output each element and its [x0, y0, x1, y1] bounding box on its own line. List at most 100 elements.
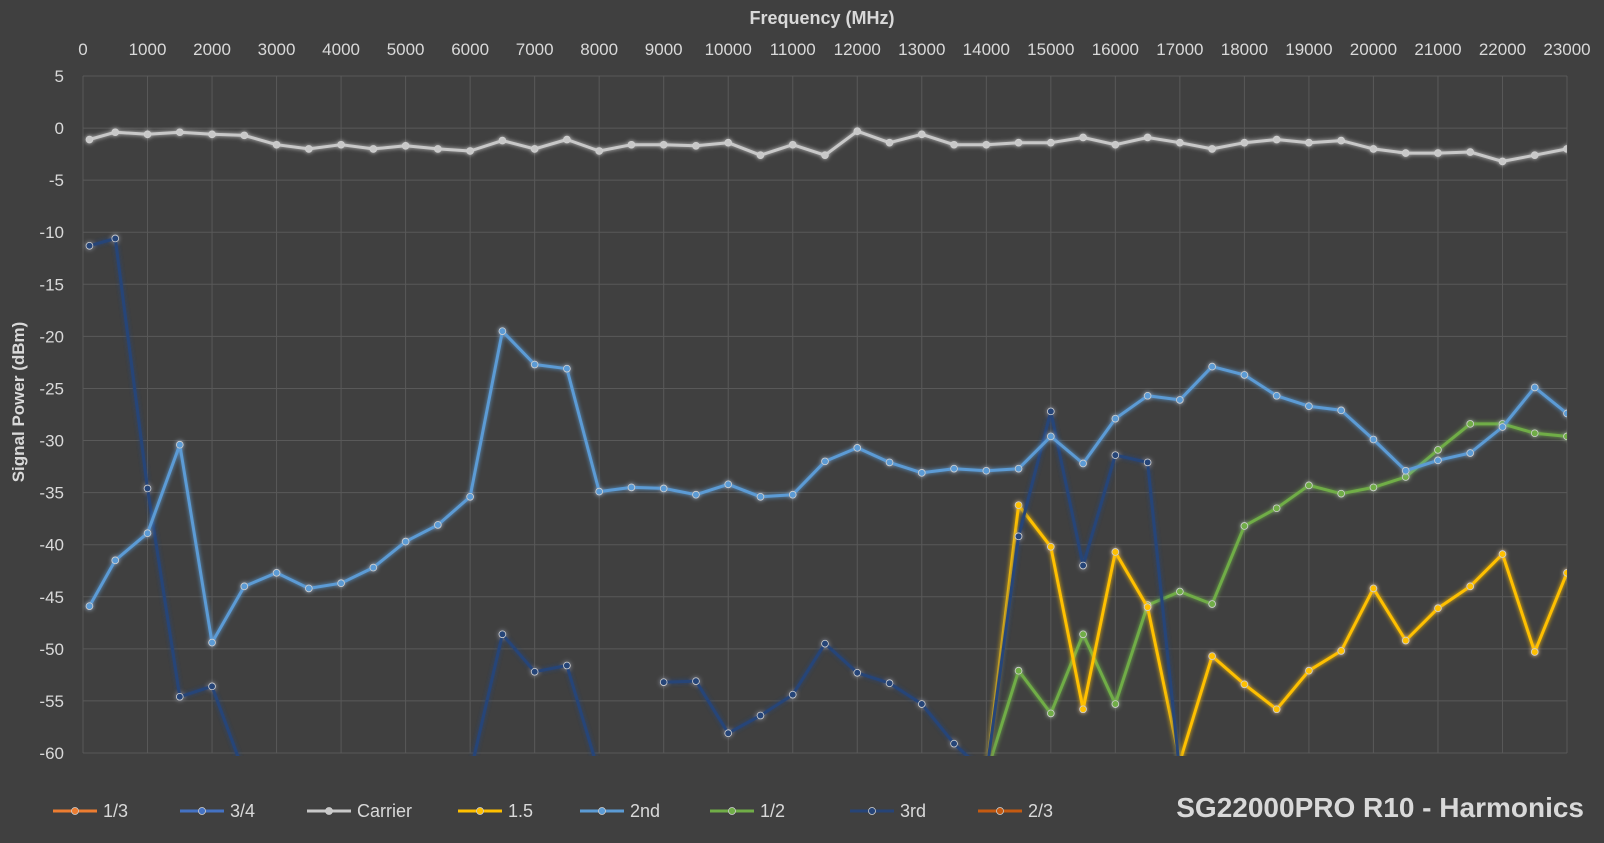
data-point	[1369, 584, 1378, 593]
data-point	[1434, 604, 1442, 613]
data-point	[1047, 709, 1055, 718]
legend-swatch-marker	[598, 807, 606, 815]
data-point	[272, 569, 281, 577]
x-tick-label: 13000	[898, 40, 945, 59]
data-point	[1305, 666, 1313, 675]
data-point	[853, 669, 862, 677]
data-point	[1369, 435, 1378, 444]
legend-item: Carrier	[307, 801, 412, 821]
data-point	[1014, 666, 1023, 675]
data-point	[1434, 446, 1442, 454]
data-point	[1530, 429, 1539, 438]
x-axis-tick-labels: 0 1000 2000 3000 4000 5000 6000 7000 8000 9000 100…	[78, 40, 1590, 59]
data-point	[1272, 391, 1281, 400]
data-point	[466, 492, 474, 501]
data-point	[1047, 407, 1055, 416]
data-point	[692, 141, 700, 150]
x-tick-label: 14000	[963, 40, 1010, 59]
data-point	[1208, 145, 1216, 153]
x-tick-label: 10000	[705, 40, 752, 59]
data-point	[1305, 402, 1313, 410]
data-point	[950, 464, 958, 473]
series-layer	[85, 127, 1567, 756]
data-point	[1111, 700, 1120, 708]
x-tick-label: 5000	[387, 40, 425, 59]
legend-label: 1/2	[760, 801, 785, 821]
data-point	[563, 364, 571, 373]
data-point	[434, 521, 442, 529]
data-point	[659, 140, 668, 149]
x-tick-label: 9000	[645, 40, 683, 59]
legend-swatch-marker	[868, 807, 876, 815]
data-point	[756, 711, 765, 720]
data-point	[917, 130, 926, 139]
legend-label: 2nd	[630, 801, 660, 821]
data-point	[788, 490, 797, 499]
data-point	[1208, 652, 1216, 660]
data-point	[1079, 561, 1087, 570]
legend-item: 1/3	[53, 801, 128, 821]
legend-swatch-marker	[476, 807, 484, 815]
data-point	[1401, 473, 1410, 481]
y-tick-label: -35	[39, 484, 64, 503]
x-tick-label: 8000	[580, 40, 618, 59]
data-point	[627, 140, 636, 149]
x-tick-label: 21000	[1414, 40, 1461, 59]
legend-swatch-marker	[728, 807, 736, 815]
data-point	[595, 487, 603, 496]
data-point	[1111, 548, 1120, 556]
y-tick-label: -60	[39, 744, 64, 763]
x-tick-label: 3000	[258, 40, 296, 59]
data-point	[1111, 140, 1120, 149]
data-point	[401, 537, 410, 546]
data-point	[1466, 449, 1475, 457]
data-point	[1014, 532, 1023, 541]
data-point	[1466, 582, 1475, 591]
data-point	[1079, 630, 1087, 639]
y-tick-label: -30	[39, 432, 64, 451]
legend-label: 1/3	[103, 801, 128, 821]
data-point	[1240, 522, 1249, 530]
x-tick-label: 12000	[834, 40, 881, 59]
legend-swatch-marker	[325, 807, 333, 815]
data-point	[1434, 456, 1442, 465]
y-tick-label: -20	[39, 327, 64, 346]
series-1-5	[986, 501, 1567, 756]
x-axis-title: Frequency (MHz)	[749, 8, 894, 28]
data-point	[885, 138, 894, 147]
data-point	[1563, 432, 1567, 441]
data-point	[1401, 149, 1410, 157]
data-point	[143, 529, 152, 538]
data-point	[821, 457, 829, 466]
x-tick-label: 18000	[1221, 40, 1268, 59]
data-point	[756, 492, 765, 501]
legend-label: Carrier	[357, 801, 412, 821]
legend-item: 2nd	[580, 801, 660, 821]
legend-item: 1/2	[710, 801, 785, 821]
data-point	[143, 484, 152, 493]
data-point	[85, 241, 94, 250]
x-tick-label: 7000	[516, 40, 554, 59]
y-tick-label: -50	[39, 640, 64, 659]
series-line	[88, 237, 240, 756]
data-point	[530, 145, 539, 153]
data-point	[853, 444, 862, 452]
legend-item: 3/4	[180, 801, 255, 821]
data-point	[692, 677, 700, 685]
data-point	[1047, 138, 1055, 147]
data-point	[1143, 391, 1152, 400]
data-point	[111, 234, 120, 243]
legend-label: 1.5	[508, 801, 533, 821]
x-tick-label: 6000	[451, 40, 489, 59]
data-point	[530, 667, 539, 676]
data-point	[1176, 138, 1184, 147]
data-point	[1208, 362, 1216, 371]
data-point	[1240, 371, 1249, 379]
data-point	[1466, 148, 1475, 156]
data-point	[111, 128, 120, 137]
data-point	[1047, 432, 1055, 441]
y-tick-label: -40	[39, 536, 64, 555]
data-point	[434, 145, 442, 153]
data-point	[1079, 133, 1087, 142]
